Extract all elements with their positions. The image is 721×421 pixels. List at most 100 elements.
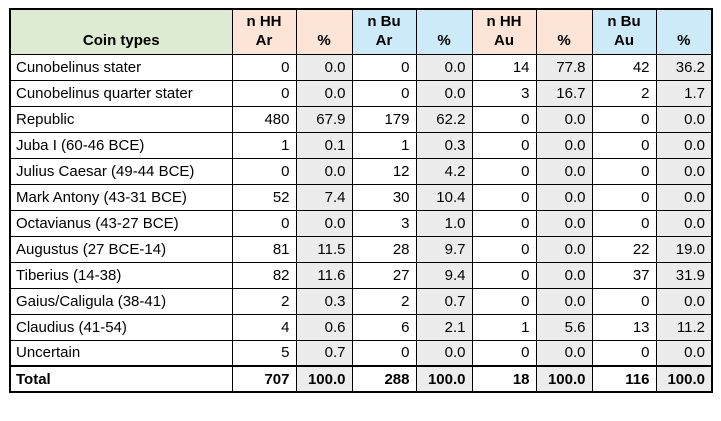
- total-row: Total 707 100.0 288 100.0 18 100.0 116 100.0: [9, 365, 713, 393]
- cell-n-bu-ar: 3: [351, 209, 417, 237]
- cell-pct-bu-ar: 0.0: [415, 339, 473, 367]
- cell-pct-bu-ar: 100.0: [415, 365, 473, 393]
- cell-pct-bu-au: 0.0: [655, 209, 713, 237]
- cell-pct-hh-ar: 0.6: [295, 313, 353, 341]
- cell-n-bu-ar: 0: [351, 53, 417, 81]
- cell-pct-bu-ar: 9.4: [415, 261, 473, 289]
- cell-n-bu-au: 2: [591, 79, 657, 107]
- cell-pct-bu-au: 0.0: [655, 105, 713, 133]
- cell-pct-hh-ar: 0.0: [295, 79, 353, 107]
- cell-pct-hh-au: 77.8: [535, 53, 593, 81]
- cell-n-hh-au: 0: [471, 183, 537, 211]
- cell-pct-bu-au: 0.0: [655, 339, 713, 367]
- cell-n-bu-ar: 179: [351, 105, 417, 133]
- cell-pct-bu-au: 11.2: [655, 313, 713, 341]
- cell-n-bu-ar: 30: [351, 183, 417, 211]
- cell-pct-bu-au: 0.0: [655, 183, 713, 211]
- row-label: Mark Antony (43-31 BCE): [9, 183, 233, 211]
- cell-n-hh-ar: 0: [231, 53, 297, 81]
- row-label: Octavianus (43-27 BCE): [9, 209, 233, 237]
- cell-pct-hh-au: 0.0: [535, 157, 593, 185]
- cell-n-hh-ar: 0: [231, 209, 297, 237]
- cell-n-bu-au: 0: [591, 131, 657, 159]
- cell-n-hh-au: 0: [471, 261, 537, 289]
- table-row: Republic 480 67.9 179 62.2 0 0.0 0 0.0: [9, 105, 713, 133]
- column-header-n-bu-au: n Bu Au: [591, 8, 657, 55]
- cell-n-hh-ar: 1: [231, 131, 297, 159]
- cell-pct-bu-ar: 0.3: [415, 131, 473, 159]
- cell-n-bu-ar: 27: [351, 261, 417, 289]
- cell-n-hh-ar: 82: [231, 261, 297, 289]
- cell-pct-hh-ar: 67.9: [295, 105, 353, 133]
- cell-pct-bu-ar: 4.2: [415, 157, 473, 185]
- cell-pct-hh-au: 0.0: [535, 261, 593, 289]
- cell-pct-hh-au: 0.0: [535, 209, 593, 237]
- cell-n-bu-au: 42: [591, 53, 657, 81]
- column-header-pct-hh-au: %: [535, 8, 593, 55]
- coin-types-table-container: Coin types n HH Ar% n Bu Ar% n HH Au% n Bu A…: [9, 8, 713, 393]
- cell-n-bu-ar: 12: [351, 157, 417, 185]
- table-row: Cunobelinus quarter stater 0 0.0 0 0.0 3 16.7 2…: [9, 79, 713, 107]
- cell-n-hh-ar: 4: [231, 313, 297, 341]
- cell-n-hh-au: 14: [471, 53, 537, 81]
- cell-n-bu-au: 0: [591, 209, 657, 237]
- cell-n-bu-au: 13: [591, 313, 657, 341]
- cell-n-bu-au: 22: [591, 235, 657, 263]
- row-label: Gaius/Caligula (38-41): [9, 287, 233, 315]
- cell-n-bu-ar: 0: [351, 339, 417, 367]
- cell-n-hh-au: 0: [471, 287, 537, 315]
- cell-pct-hh-au: 0.0: [535, 105, 593, 133]
- cell-n-hh-ar: 81: [231, 235, 297, 263]
- table-row: Tiberius (14-38) 82 11.6 27 9.4 0 0.0 37 31.9: [9, 261, 713, 289]
- cell-pct-bu-au: 0.0: [655, 131, 713, 159]
- table-row: Cunobelinus stater 0 0.0 0 0.0 14 77.8 42 36.2: [9, 53, 713, 81]
- cell-n-hh-ar: 480: [231, 105, 297, 133]
- column-header-n-hh-ar: n HH Ar: [231, 8, 297, 55]
- table-row: Octavianus (43-27 BCE) 0 0.0 3 1.0 0 0.0 0 0.0: [9, 209, 713, 237]
- cell-pct-bu-ar: 0.7: [415, 287, 473, 315]
- cell-n-bu-ar: 1: [351, 131, 417, 159]
- column-header-pct-bu-ar: %: [415, 8, 473, 55]
- cell-n-hh-ar: 2: [231, 287, 297, 315]
- cell-pct-hh-ar: 0.0: [295, 209, 353, 237]
- cell-n-bu-au: 0: [591, 183, 657, 211]
- cell-pct-hh-au: 0.0: [535, 235, 593, 263]
- cell-pct-hh-ar: 0.0: [295, 157, 353, 185]
- cell-n-hh-ar: 5: [231, 339, 297, 367]
- cell-n-bu-au: 0: [591, 339, 657, 367]
- cell-n-hh-au: 0: [471, 339, 537, 367]
- table-row: Claudius (41-54) 4 0.6 6 2.1 1 5.6 13 11.2: [9, 313, 713, 341]
- column-header-pct-hh-ar: %: [295, 8, 353, 55]
- table-row: Juba I (60-46 BCE) 1 0.1 1 0.3 0 0.0 0 0.0: [9, 131, 713, 159]
- cell-pct-bu-ar: 2.1: [415, 313, 473, 341]
- cell-pct-hh-au: 0.0: [535, 183, 593, 211]
- row-label: Augustus (27 BCE-14): [9, 235, 233, 263]
- table-row: Uncertain 5 0.7 0 0.0 0 0.0 0 0.0: [9, 339, 713, 367]
- cell-pct-hh-au: 0.0: [535, 339, 593, 367]
- row-label: Uncertain: [9, 339, 233, 367]
- cell-pct-bu-ar: 1.0: [415, 209, 473, 237]
- column-header-coin-types: Coin types: [9, 8, 233, 55]
- row-label: Total: [9, 365, 233, 393]
- column-header-n-bu-ar: n Bu Ar: [351, 8, 417, 55]
- cell-pct-bu-au: 19.0: [655, 235, 713, 263]
- cell-n-bu-au: 0: [591, 287, 657, 315]
- table-row: Gaius/Caligula (38-41) 2 0.3 2 0.7 0 0.0 0 0.0: [9, 287, 713, 315]
- table-row: Julius Caesar (49-44 BCE) 0 0.0 12 4.2 0 0.0 0 0…: [9, 157, 713, 185]
- cell-pct-hh-ar: 7.4: [295, 183, 353, 211]
- cell-n-bu-au: 116: [591, 365, 657, 393]
- cell-n-hh-au: 1: [471, 313, 537, 341]
- cell-pct-bu-ar: 0.0: [415, 79, 473, 107]
- cell-pct-hh-ar: 100.0: [295, 365, 353, 393]
- cell-n-hh-au: 0: [471, 105, 537, 133]
- cell-pct-bu-au: 100.0: [655, 365, 713, 393]
- cell-pct-bu-au: 0.0: [655, 157, 713, 185]
- table-row: Mark Antony (43-31 BCE) 52 7.4 30 10.4 0 0.0 0 0…: [9, 183, 713, 211]
- cell-pct-bu-au: 1.7: [655, 79, 713, 107]
- cell-n-bu-au: 0: [591, 105, 657, 133]
- cell-pct-hh-ar: 11.5: [295, 235, 353, 263]
- cell-pct-hh-ar: 11.6: [295, 261, 353, 289]
- column-header-n-hh-au: n HH Au: [471, 8, 537, 55]
- cell-n-hh-au: 0: [471, 157, 537, 185]
- coin-table: Coin types n HH Ar% n Bu Ar% n HH Au% n Bu A…: [9, 8, 713, 393]
